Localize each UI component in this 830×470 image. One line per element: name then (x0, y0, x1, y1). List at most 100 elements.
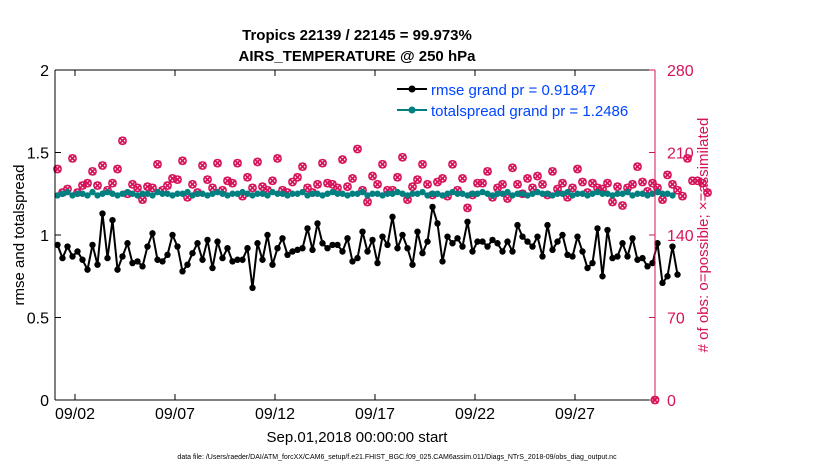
obs-assimilated-point (483, 167, 492, 176)
y2-tick-label: 70 (667, 311, 685, 328)
rmse-point (524, 238, 531, 245)
obs-assimilated-point (628, 180, 637, 189)
spread-point (389, 190, 396, 197)
spread-point (64, 188, 71, 196)
rmse-point (224, 245, 231, 252)
rmse-point (69, 253, 76, 260)
spread-point (94, 192, 101, 199)
obs-possible-point (243, 172, 252, 182)
obs-possible-point (163, 181, 172, 190)
rmse-point (234, 256, 241, 263)
rmse-point (184, 261, 191, 268)
x-axis-label: Sep.01,2018 00:00:00 start (267, 429, 449, 446)
spread-point (599, 190, 606, 197)
obs-possible-point (353, 144, 362, 154)
obs-possible-point (108, 178, 117, 188)
rmse-point (344, 235, 351, 242)
rmse-point (669, 243, 676, 250)
obs-possible-point (523, 174, 532, 183)
rmse-point (134, 258, 141, 265)
obs-assimilated-point (393, 173, 402, 182)
spread-point (519, 190, 526, 197)
rmse-point (499, 248, 506, 255)
rmse-point (634, 256, 641, 263)
rmse-point (464, 218, 471, 225)
rmse-point (119, 253, 126, 260)
obs-assimilated-point (418, 160, 427, 169)
spread-point (269, 188, 276, 196)
obs-possible-point (558, 178, 567, 188)
rmse-point (359, 228, 366, 235)
obs-assimilated-point (373, 180, 382, 189)
spread-point (149, 192, 156, 199)
obs-possible-point (408, 182, 417, 192)
spread-point (634, 190, 641, 197)
rmse-point (424, 238, 431, 245)
obs-possible-point (133, 183, 142, 193)
spread-point (204, 192, 211, 199)
obs-possible-point (273, 153, 282, 163)
spread-point (434, 190, 441, 197)
obs-assimilated-point (528, 184, 537, 192)
rmse-point (319, 240, 326, 247)
rmse-point (429, 203, 436, 211)
obs-assimilated-point (188, 180, 197, 189)
rmse-point (529, 243, 536, 250)
spread-point (69, 192, 76, 199)
obs-assimilated-point (298, 162, 307, 171)
spread-point (369, 190, 376, 197)
obs-possible-point (368, 171, 377, 181)
obs-possible-point (478, 178, 487, 188)
rmse-point (54, 241, 61, 249)
spread-point (449, 188, 456, 196)
rmse-point (489, 236, 496, 244)
rmse-point (99, 210, 106, 217)
spread-point (669, 192, 676, 199)
y2-tick-label: 280 (667, 63, 694, 80)
x-tick-label: 09/12 (255, 406, 295, 423)
rmse-point (79, 256, 86, 263)
y-tick-label: 1.5 (27, 146, 49, 163)
obs-assimilated-point (153, 160, 162, 169)
obs-assimilated-point (513, 180, 522, 189)
spread-point (189, 192, 196, 199)
obs-assimilated-point (703, 188, 712, 197)
obs-assimilated-point (463, 204, 472, 212)
rmse-point (269, 261, 276, 268)
spread-point (279, 190, 286, 197)
rmse-point (289, 248, 296, 255)
rmse-point (399, 231, 406, 239)
rmse-point (394, 245, 401, 252)
rmse-point (644, 263, 651, 270)
spread-point (459, 190, 466, 197)
obs-possible-point (233, 158, 242, 168)
rmse-point (354, 254, 361, 262)
obs-assimilated-point (508, 163, 517, 172)
spread-point (329, 188, 336, 196)
rmse-point (294, 246, 301, 254)
rmse-point (299, 245, 306, 252)
y-tick-label: 1 (40, 228, 49, 245)
obs-assimilated-point (548, 167, 557, 176)
spread-point (289, 190, 296, 197)
obs-possible-point (178, 156, 187, 166)
spread-point (414, 190, 421, 197)
obs-assimilated-point (638, 178, 647, 186)
rmse-point (504, 238, 511, 245)
obs-possible-point (298, 162, 307, 172)
rmse-point (379, 233, 386, 240)
spread-point (239, 188, 246, 196)
rmse-point (579, 248, 586, 255)
spread-point (224, 192, 231, 199)
spread-point (379, 192, 386, 199)
spread-point (354, 190, 361, 197)
rmse-point (404, 245, 411, 252)
obs-possible-point (703, 188, 712, 197)
spread-point (394, 188, 401, 196)
spread-point (589, 190, 596, 197)
obs-assimilated-point (93, 181, 102, 190)
obs-assimilated-point (368, 172, 377, 180)
rmse-point (144, 243, 151, 250)
obs-possible-point (188, 179, 197, 189)
spread-point (349, 190, 356, 197)
